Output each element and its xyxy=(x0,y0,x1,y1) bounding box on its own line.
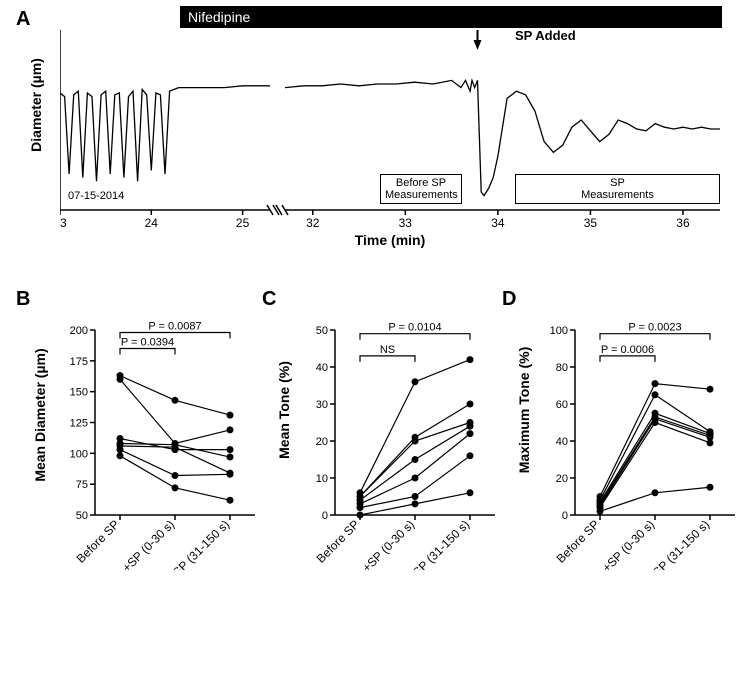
svg-text:75: 75 xyxy=(76,479,88,491)
svg-text:125: 125 xyxy=(70,418,88,430)
svg-text:P = 0.0087: P = 0.0087 xyxy=(148,320,201,332)
svg-text:23: 23 xyxy=(60,216,67,230)
svg-text:150: 150 xyxy=(70,387,88,399)
svg-text:40: 40 xyxy=(556,436,568,448)
svg-text:Before SP: Before SP xyxy=(74,517,123,566)
svg-text:0: 0 xyxy=(562,510,568,522)
svg-text:NS: NS xyxy=(380,344,395,356)
svg-text:P = 0.0023: P = 0.0023 xyxy=(628,322,681,334)
panel-c: Mean Tone (%) 01020304050NSP = 0.0104Bef… xyxy=(300,300,500,570)
svg-text:P = 0.0104: P = 0.0104 xyxy=(388,322,441,334)
svg-text:33: 33 xyxy=(399,216,413,230)
panel-d-svg: 0 20 40 60 80 100 P = 0.0006 P = 0.0023 Before S… xyxy=(540,300,740,570)
svg-text:20: 20 xyxy=(316,436,328,448)
svg-text:Before SP: Before SP xyxy=(314,517,363,566)
panel-a-y-title: Diameter (µm) xyxy=(28,30,44,180)
panel-a-x-title: Time (min) xyxy=(60,232,720,248)
svg-text:+SP (0-30 s): +SP (0-30 s) xyxy=(360,517,418,570)
panel-c-label: C xyxy=(262,288,276,311)
figure-root: A Nifedipine SP Added 07-15-2014 Diamete… xyxy=(0,0,748,673)
svg-text:P = 0.0394: P = 0.0394 xyxy=(121,337,174,349)
panel-b-y-title: Mean Diameter (µm) xyxy=(32,320,48,510)
nifedipine-bar: Nifedipine xyxy=(180,6,722,28)
svg-text:80: 80 xyxy=(556,362,568,374)
svg-text:100: 100 xyxy=(70,448,88,460)
svg-text:+SP (0-30 s): +SP (0-30 s) xyxy=(600,517,658,570)
panel-a-label: A xyxy=(16,8,30,31)
svg-text:P = 0.0006: P = 0.0006 xyxy=(601,344,654,356)
svg-text:100: 100 xyxy=(550,325,568,337)
svg-text:50: 50 xyxy=(316,325,328,337)
svg-text:36: 36 xyxy=(676,216,690,230)
svg-text:200: 200 xyxy=(70,325,88,337)
svg-text:10: 10 xyxy=(316,473,328,485)
panel-a: Nifedipine SP Added 07-15-2014 Diameter … xyxy=(60,20,720,250)
panel-b-label: B xyxy=(16,288,30,311)
svg-text:30: 30 xyxy=(316,399,328,411)
svg-text:0: 0 xyxy=(322,510,328,522)
svg-text:35: 35 xyxy=(584,216,598,230)
svg-text:Before SP: Before SP xyxy=(554,517,603,566)
svg-text:20: 20 xyxy=(556,473,568,485)
sp-box: SPMeasurements xyxy=(515,174,720,204)
panel-d-y-title: Maximum Tone (%) xyxy=(516,320,532,500)
svg-text:40: 40 xyxy=(316,362,328,374)
panel-d: Maximum Tone (%) 020406080100P = 0.0006P… xyxy=(540,300,740,570)
svg-text:32: 32 xyxy=(306,216,320,230)
panel-c-y-title: Mean Tone (%) xyxy=(276,330,292,490)
panel-d-label: D xyxy=(502,288,516,311)
sp-added-label: SP Added xyxy=(515,28,576,43)
svg-text:+SP (0-30 s): +SP (0-30 s) xyxy=(120,517,178,570)
panel-c-svg: 0 10 20 30 40 50 NS P = 0.0104 Before SP+SP (0-3… xyxy=(300,300,500,570)
svg-text:24: 24 xyxy=(145,216,159,230)
before-sp-box: Before SPMeasurements xyxy=(380,174,462,204)
svg-text:175: 175 xyxy=(70,356,88,368)
panel-b: Mean Diameter (µm) 5075100125150175200P … xyxy=(60,300,260,570)
svg-text:50: 50 xyxy=(76,510,88,522)
date-label: 07-15-2014 xyxy=(68,190,124,202)
svg-text:60: 60 xyxy=(556,399,568,411)
svg-text:25: 25 xyxy=(236,216,250,230)
svg-text:34: 34 xyxy=(491,216,505,230)
panel-b-svg: 50 75 100 125 150 175 200 P = 0.0394 P = 0.0087 B… xyxy=(60,300,260,570)
